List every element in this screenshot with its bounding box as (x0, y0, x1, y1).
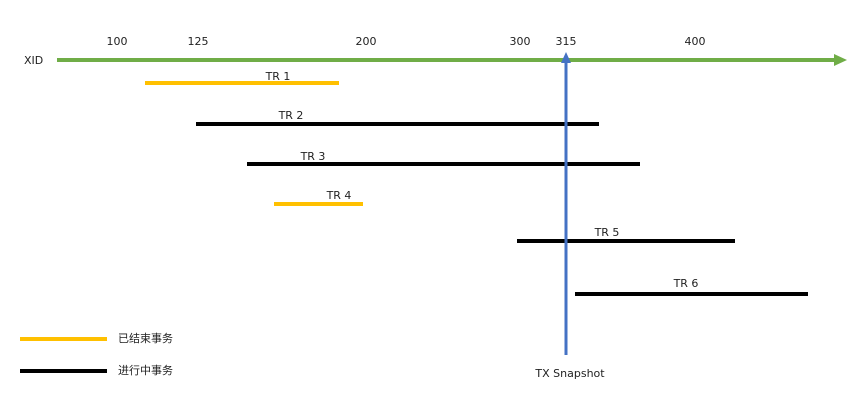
transaction-label: TR 4 (326, 189, 352, 202)
transaction-label: TR 1 (265, 70, 291, 83)
tick-label: 315 (556, 35, 577, 48)
axis-arrow (834, 54, 847, 66)
tick-label: 100 (107, 35, 128, 48)
tick-label: 200 (356, 35, 377, 48)
transaction-label: TR 6 (673, 277, 699, 290)
legend-label: 进行中事务 (118, 364, 173, 377)
tick-label: 300 (510, 35, 531, 48)
axis-label: XID (24, 54, 43, 67)
tick-label: 125 (188, 35, 209, 48)
legend-label: 已结束事务 (118, 332, 173, 345)
snapshot-arrow (561, 52, 571, 63)
snapshot-label: TX Snapshot (534, 367, 605, 380)
transaction-label: TR 2 (278, 109, 304, 122)
transaction-label: TR 5 (594, 226, 620, 239)
transaction-label: TR 3 (300, 150, 326, 163)
tick-label: 400 (685, 35, 706, 48)
